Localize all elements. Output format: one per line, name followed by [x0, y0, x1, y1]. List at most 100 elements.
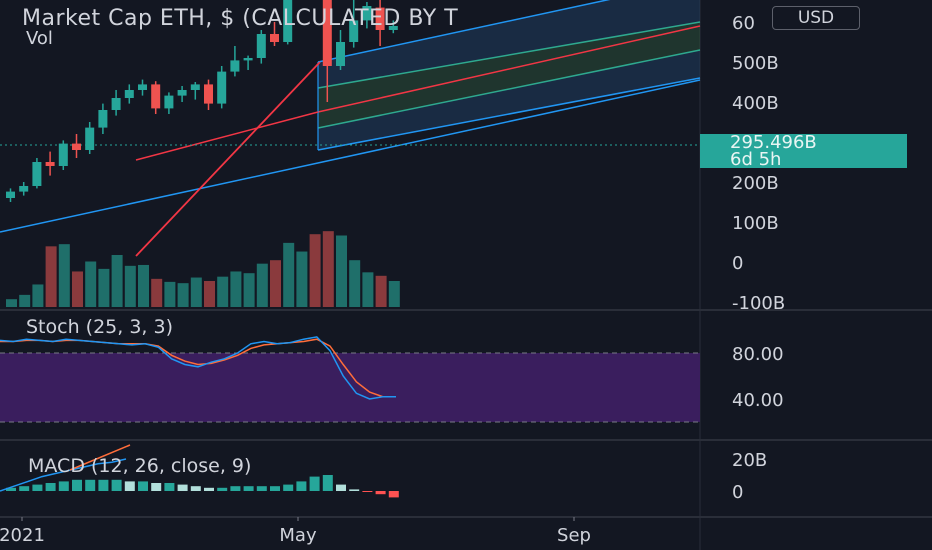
candle-body [190, 84, 200, 90]
candle-body [270, 34, 279, 42]
macd-histogram-bar [164, 483, 175, 491]
macd-histogram-bar [243, 486, 254, 491]
macd-histogram-bar [204, 487, 214, 491]
pitchfork-upper-quarter [317, 21, 701, 89]
macd-histogram-bar [362, 491, 373, 492]
macd-histogram-bar [85, 479, 96, 491]
candle-body [362, 6, 372, 21]
stoch-k-line [0, 336, 396, 400]
candle-body [388, 26, 398, 30]
volume-bar [6, 299, 17, 307]
candle-body [138, 84, 147, 90]
macd-tick-label: 0 [732, 482, 743, 503]
macd-histogram-bar [124, 481, 135, 491]
candle-body [283, 0, 293, 42]
macd-line [0, 458, 127, 492]
stoch-tick-label: 40.00 [732, 390, 784, 411]
macd-histogram-bar [388, 491, 399, 498]
macd-histogram-bar [349, 489, 360, 491]
last-price-value: 295.496B [730, 132, 817, 153]
macd-histogram-bar [217, 487, 228, 491]
volume-bar [98, 268, 110, 307]
volume-bar [243, 273, 255, 307]
macd-histogram-bar [296, 481, 307, 491]
candle-body [256, 34, 266, 58]
price-tick-label: -100B [732, 293, 785, 314]
pitchfork-fill-lower [318, 50, 700, 150]
pitchfork-upper-outer [317, 0, 611, 63]
candle-body [98, 110, 108, 128]
candle-body [164, 95, 174, 109]
macd-histogram-bar [72, 479, 82, 491]
pitchfork-fill-upper [318, 0, 700, 88]
price-tick-label: 200B [732, 173, 779, 194]
macd-histogram-bar [98, 479, 109, 491]
trend-channel-median [135, 111, 319, 161]
volume-bar [309, 234, 321, 307]
candle-body [230, 60, 240, 72]
volume-label: Vol [26, 28, 53, 49]
macd-histogram-bar [32, 484, 43, 491]
candle-body [85, 127, 95, 150]
macd-histogram-bar [230, 486, 241, 491]
volume-bar [270, 260, 281, 307]
candle-body [19, 186, 29, 192]
volume-bar [58, 244, 70, 307]
trend-channel-lower [0, 79, 701, 233]
pitchfork-lower-quarter [317, 49, 701, 129]
volume-bar [283, 242, 295, 307]
last-price-tag: 295.496B 6d 5h [700, 132, 907, 169]
price-tick-label: 500B [732, 53, 779, 74]
macd-histogram-bar [111, 479, 122, 491]
candle-body [349, 20, 359, 42]
volume-bar [124, 265, 136, 307]
pitchfork-lower-outer [317, 77, 701, 151]
candle-body [204, 84, 213, 104]
macd-histogram-bar [283, 484, 294, 491]
volume-bar [19, 294, 31, 307]
candle-body [124, 90, 134, 98]
macd-histogram-bar [322, 475, 333, 491]
price-tick-label: 60 [732, 13, 755, 34]
candle-body [72, 143, 81, 150]
stoch-tick-label: 80.00 [732, 344, 784, 365]
candle-body [322, 0, 332, 66]
macd-histogram-bar [270, 486, 280, 491]
candle-body [151, 84, 161, 109]
candle-body [177, 90, 187, 96]
macd-histogram-bar [19, 486, 30, 491]
volume-bar [204, 281, 215, 307]
pitchfork-median [317, 25, 701, 113]
stoch-band [0, 353, 700, 422]
macd-histogram-bar [309, 476, 320, 491]
candle-body [58, 143, 68, 166]
price-tick-label: 100B [732, 213, 779, 234]
chart-title: Market Cap ETH, $ (CALCULATED BY T [22, 6, 459, 31]
volume-bar [217, 276, 229, 307]
stoch-label: Stoch (25, 3, 3) [26, 316, 173, 338]
volume-bar [296, 251, 308, 307]
candle-body [375, 7, 385, 30]
pitchfork-fill-inner [318, 22, 700, 128]
volume-bar [362, 272, 374, 307]
macd-histogram-bar [45, 483, 56, 491]
volume-bar [151, 278, 163, 307]
candle-body [217, 71, 227, 104]
macd-histogram-bar [6, 487, 16, 491]
macd-histogram-bar [58, 481, 69, 491]
volume-bar [256, 263, 268, 307]
currency-button[interactable]: USD [772, 6, 860, 30]
macd-signal-line [69, 444, 131, 471]
volume-bar [32, 284, 44, 307]
volume-bar [388, 281, 400, 307]
time-tick-label: May [279, 525, 317, 546]
pitchfork-start-line [135, 61, 321, 257]
time-tick-label: 2021 [0, 525, 45, 546]
candle-body [45, 162, 55, 166]
volume-bar [190, 277, 202, 307]
macd-tick-label: 20B [732, 450, 767, 471]
candle-body [336, 42, 345, 66]
stoch-d-line [0, 338, 396, 398]
volume-bar [375, 275, 387, 307]
